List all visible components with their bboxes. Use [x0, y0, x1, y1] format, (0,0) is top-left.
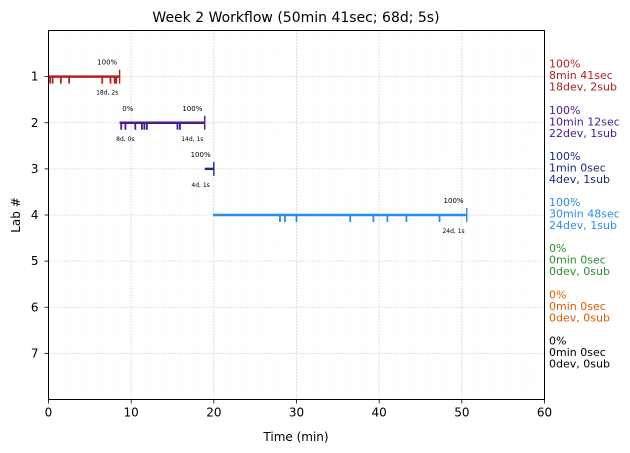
- side-summary-line: 0dev, 0sub: [549, 265, 610, 278]
- y-tick-label: 4: [31, 208, 39, 222]
- lab-1-series: 100% 18d, 2s: [48, 59, 121, 97]
- side-summary-line: 10min 12sec: [549, 115, 620, 128]
- count-label: 24d, 1s: [442, 228, 464, 235]
- plot-area: 100% 18d, 2s 0% 100% 8d, 0s 14d, 1s 100% 4d, 1s…: [48, 59, 468, 235]
- y-axis-label: Lab #: [9, 197, 23, 233]
- y-tick-label: 6: [31, 300, 39, 314]
- side-summary-line: 4dev, 1sub: [549, 173, 610, 186]
- x-axis-label: Time (min): [262, 430, 328, 444]
- percent-label: 100%: [182, 105, 202, 113]
- side-summary-line: 18dev, 2sub: [549, 81, 617, 94]
- chart-title: Week 2 Workflow (50min 41sec; 68d; 5s): [152, 10, 439, 26]
- percent-label: 100%: [191, 151, 211, 159]
- x-tick-label: 30: [289, 406, 304, 420]
- side-summary-line: 22dev, 1sub: [549, 127, 617, 140]
- y-tick-label: 5: [31, 254, 39, 268]
- y-tick-label: 2: [31, 116, 39, 130]
- x-tick-label: 0: [45, 406, 53, 420]
- x-tick-label: 60: [537, 406, 552, 420]
- x-axis: 0 10 20 30 40 50 60: [45, 399, 552, 420]
- side-summary-line: 30min 48sec: [549, 208, 620, 221]
- x-tick-label: 10: [124, 406, 139, 420]
- side-summary-line: 8min 41sec: [549, 69, 613, 82]
- x-tick-label: 40: [372, 406, 387, 420]
- side-summary-line: 0min 0sec: [549, 346, 606, 359]
- side-summary-line: 0min 0sec: [549, 300, 606, 313]
- percent-label: 100%: [97, 59, 117, 67]
- x-tick-label: 20: [206, 406, 221, 420]
- side-summary-line: 0dev, 0sub: [549, 357, 610, 370]
- side-summary-line: 24dev, 1sub: [549, 219, 617, 232]
- y-tick-label: 7: [31, 346, 39, 360]
- side-summary-line: 100%: [549, 196, 580, 209]
- count-label: 8d, 0s: [116, 136, 134, 143]
- percent-label: 100%: [444, 197, 464, 205]
- count-label: 4d, 1s: [191, 182, 209, 189]
- y-tick-label: 1: [31, 70, 39, 84]
- side-summary-line: 0min 0sec: [549, 254, 606, 267]
- y-axis: 1 2 3 4 5 6 7: [31, 70, 49, 360]
- count-label: 14d, 1s: [181, 136, 203, 143]
- side-summary-line: 100%: [549, 150, 580, 163]
- y-tick-label: 3: [31, 162, 39, 176]
- side-summary-line: 1min 0sec: [549, 161, 606, 174]
- side-summary-line: 0%: [549, 242, 566, 255]
- side-summary-line: 0%: [549, 288, 566, 301]
- x-tick-label: 50: [454, 406, 469, 420]
- side-summary-line: 0%: [549, 334, 566, 347]
- side-summary-line: 100%: [549, 104, 580, 117]
- count-label: 18d, 2s: [96, 90, 118, 97]
- lab-2-series: 0% 100% 8d, 0s 14d, 1s: [116, 105, 206, 143]
- lab-4-series: 100% 24d, 1s: [213, 197, 468, 235]
- side-summary-line: 100%: [549, 58, 580, 71]
- percent-label: 0%: [122, 105, 133, 113]
- lab-3-series: 100% 4d, 1s: [191, 151, 215, 189]
- side-summary-line: 0dev, 0sub: [549, 311, 610, 324]
